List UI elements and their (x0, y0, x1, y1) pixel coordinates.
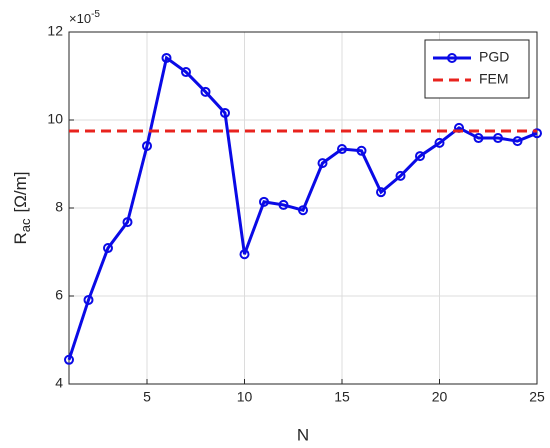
legend-marker (447, 53, 457, 63)
point-marker (122, 217, 133, 228)
plot-frame (68, 31, 538, 385)
point-marker (181, 67, 191, 78)
point-marker (356, 145, 367, 156)
point-marker (103, 243, 113, 254)
y-tick-label: 12 (47, 23, 63, 39)
multiplier-exponent: -5 (91, 9, 100, 20)
legend-box (424, 39, 530, 99)
y-axis-label: Rac [Ω/m] (11, 171, 33, 244)
point-marker (220, 107, 230, 118)
x-tick-label: 5 (143, 389, 151, 405)
legend-label: FEM (479, 71, 509, 87)
y-tick-label: 4 (55, 375, 63, 391)
point-marker (493, 133, 503, 144)
y-label-unit: [Ω/m] (11, 171, 30, 212)
point-marker (415, 151, 425, 162)
y-label-main: R (11, 232, 30, 244)
y-tick-label: 8 (55, 199, 63, 215)
legend-label: PGD (479, 49, 509, 65)
y-tick-label: 10 (47, 111, 63, 127)
point-marker (278, 199, 289, 210)
x-tick-label: 10 (237, 389, 253, 405)
x-tick-label: 20 (432, 389, 448, 405)
point-marker (317, 158, 328, 169)
point-marker (337, 144, 347, 155)
point-marker (434, 137, 445, 148)
y-label-sub: ac (18, 218, 33, 232)
point-marker (532, 128, 542, 139)
point-marker (239, 249, 250, 260)
x-axis-label: N (297, 425, 309, 444)
point-marker (64, 354, 74, 365)
point-marker (200, 86, 211, 97)
point-marker (83, 294, 94, 305)
point-marker (161, 52, 172, 63)
point-marker (473, 133, 484, 144)
series-line (67, 55, 538, 361)
point-marker (512, 136, 523, 147)
y-multiplier: ×10-5 (69, 9, 100, 27)
y-tick-label: 6 (55, 287, 63, 303)
x-tick-label: 25 (529, 389, 545, 405)
point-marker (298, 205, 308, 216)
point-marker (259, 196, 269, 207)
point-marker (142, 140, 152, 151)
multiplier-base: ×10 (69, 11, 91, 26)
point-marker (376, 187, 386, 198)
point-marker (395, 170, 406, 181)
x-tick-label: 15 (334, 389, 350, 405)
